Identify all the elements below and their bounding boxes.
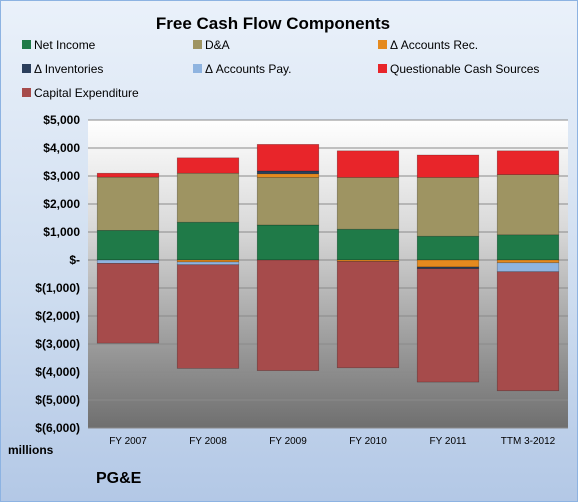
y-tick-label: $(3,000)	[35, 337, 80, 351]
legend-swatch	[193, 64, 202, 74]
bar-segment	[496, 262, 560, 273]
bar-segment	[496, 259, 560, 264]
x-tick-label: FY 2008	[189, 436, 227, 447]
bar-segment	[256, 170, 320, 175]
bar-segment	[96, 263, 160, 344]
bar-segment	[96, 172, 160, 178]
legend-label: D&A	[205, 38, 230, 52]
bar-segment	[416, 235, 480, 261]
bar-segment	[496, 150, 560, 175]
bar-segment	[256, 173, 320, 178]
legend-label: Δ Inventories	[34, 62, 104, 76]
bar-segment	[336, 261, 400, 369]
y-tick-label: $4,000	[43, 141, 80, 155]
legend-label: Δ Accounts Pay.	[205, 62, 292, 76]
legend-label: Δ Accounts Rec.	[390, 38, 479, 52]
y-tick-label: $(5,000)	[35, 393, 80, 407]
y-tick-label: $5,000	[43, 113, 80, 127]
plot-area	[88, 120, 568, 428]
bar-segment	[336, 177, 400, 230]
legend-label: Questionable Cash Sources	[390, 62, 540, 76]
legend-item: D&A	[193, 38, 230, 52]
x-tick-label: TTM 3-2012	[501, 436, 556, 447]
bar-segment	[256, 177, 320, 226]
bar-segment	[336, 228, 400, 261]
x-tick-label: FY 2011	[430, 436, 467, 447]
bar-segment	[416, 259, 480, 268]
bar-segment	[416, 268, 480, 383]
bar-segment	[256, 144, 320, 172]
bar-segment	[496, 271, 560, 392]
legend-item: Capital Expenditure	[22, 86, 139, 100]
bar-segment	[176, 172, 240, 223]
legend-swatch	[22, 40, 31, 50]
bar-segment	[416, 177, 480, 237]
bar-segment	[416, 154, 480, 178]
legend-item: Δ Inventories	[22, 62, 103, 76]
bar-segment	[96, 176, 160, 231]
legend-item: Questionable Cash Sources	[378, 62, 539, 76]
legend-swatch	[22, 64, 31, 74]
bar-segment	[176, 261, 240, 266]
legend-swatch	[378, 40, 387, 50]
chart-title: Free Cash Flow Components	[155, 14, 391, 33]
bar-segment	[496, 234, 560, 261]
bar-segment	[496, 174, 560, 236]
x-tick-label: FY 2009	[269, 436, 307, 447]
y-tick-label: $(6,000)	[35, 421, 80, 435]
legend-swatch	[193, 40, 202, 50]
bar-segment	[176, 157, 240, 174]
bar-segment	[176, 221, 240, 261]
legend-label: Net Income	[34, 38, 96, 52]
x-tick-label: FY 2010	[349, 436, 387, 447]
y-tick-label: $3,000	[43, 169, 80, 183]
y-tick-label: $(1,000)	[35, 281, 80, 295]
legend-swatch	[378, 64, 387, 74]
legend-swatch	[22, 88, 31, 98]
x-tick-label: FY 2007	[109, 436, 147, 447]
bar-segment	[176, 264, 240, 369]
company-label: PG&E	[96, 470, 142, 487]
y-tick-label: $(2,000)	[35, 309, 80, 323]
legend-item: Δ Accounts Rec.	[378, 38, 478, 52]
y-tick-label: $(4,000)	[35, 365, 80, 379]
legend-item: Δ Accounts Pay.	[193, 62, 292, 76]
bar-segment	[256, 259, 320, 371]
bar-segment	[336, 150, 400, 178]
y-tick-label: $2,000	[43, 197, 80, 211]
y-tick-label: $1,000	[43, 225, 80, 239]
y-tick-label: $-	[69, 253, 80, 267]
bar-segment	[96, 259, 160, 264]
bar-segment	[96, 230, 160, 261]
legend-item: Net Income	[22, 38, 95, 52]
units-label: millions	[8, 443, 54, 457]
bar-segment	[256, 224, 320, 261]
legend-label: Capital Expenditure	[34, 86, 139, 100]
